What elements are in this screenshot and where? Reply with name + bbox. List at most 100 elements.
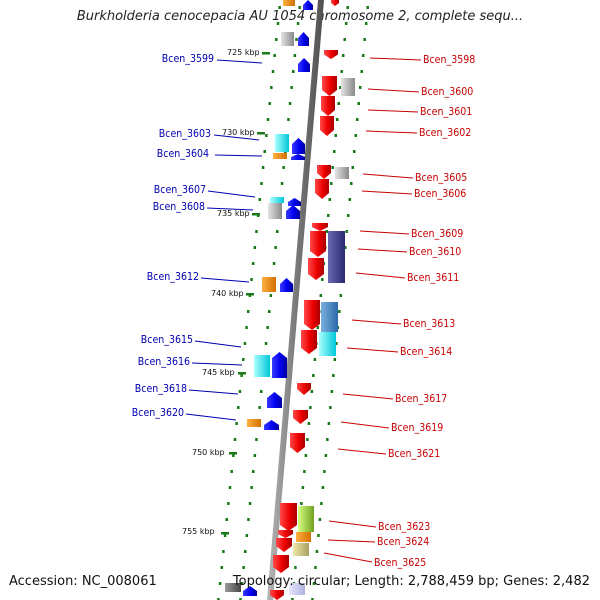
chromosome-backbone (267, 0, 324, 600)
gene-label-bcen-3612[interactable]: Bcen_3612 (146, 271, 199, 283)
tick-dot (228, 486, 232, 489)
gene-label-bcen-3613[interactable]: Bcen_3613 (403, 318, 456, 330)
gene-label-bcen-3610[interactable]: Bcen_3610 (409, 246, 462, 258)
tick-dot (330, 390, 334, 393)
gene-feature-reverse (320, 116, 334, 136)
tick-dot (288, 102, 292, 105)
gene-feature-forward (280, 278, 293, 292)
tick-dot (326, 438, 329, 441)
tick-dot (324, 454, 328, 457)
kbp-marker: 750 kbp (192, 448, 225, 457)
gene-feature-reverse (304, 300, 320, 330)
gene-label-bcen-3608[interactable]: Bcen_3608 (152, 201, 205, 213)
gene-label-bcen-3621[interactable]: Bcen_3621 (388, 448, 441, 460)
gene-label-bcen-3617[interactable]: Bcen_3617 (395, 393, 448, 405)
leader-line (351, 319, 402, 325)
tick-dot (335, 342, 338, 345)
gene-label-bcen-3598[interactable]: Bcen_3598 (423, 54, 476, 66)
tick-dot (344, 22, 348, 25)
gene-label-bcen-3623[interactable]: Bcen_3623 (378, 521, 431, 533)
leader-line (213, 134, 260, 141)
tick-dot (314, 566, 317, 569)
leader-line (207, 190, 256, 198)
topology-stats: Topology: circular; Length: 2,788,459 bp… (232, 574, 590, 589)
tick-dot (260, 390, 263, 393)
tick-dot (287, 118, 290, 121)
gene-label-bcen-3600[interactable]: Bcen_3600 (421, 86, 474, 98)
gene-label-bcen-3604[interactable]: Bcen_3604 (156, 148, 209, 160)
tick-dot (318, 518, 322, 521)
tick-dot (244, 550, 247, 553)
tick-dot (366, 6, 369, 9)
tick-dot (250, 486, 253, 489)
kbp-marker: 725 kbp (227, 48, 260, 57)
gene-label-bcen-3620[interactable]: Bcen_3620 (131, 407, 184, 419)
leader-line (365, 130, 418, 134)
tick-dot (340, 70, 343, 73)
gene-feature-block (270, 197, 284, 203)
tick-dot (311, 598, 314, 600)
gene-label-bcen-3624[interactable]: Bcen_3624 (377, 536, 430, 548)
tick-dot (222, 550, 225, 553)
tick-dot (345, 230, 349, 233)
kbp-tick (246, 293, 254, 296)
tick-dot (237, 406, 240, 409)
tick-dot (360, 70, 363, 73)
tick-dot (246, 310, 250, 313)
gene-label-bcen-3609[interactable]: Bcen_3609 (411, 228, 464, 240)
tick-dot (363, 38, 366, 41)
tick-dot (323, 470, 326, 473)
gene-label-bcen-3618[interactable]: Bcen_3618 (134, 383, 187, 395)
kbp-tick (257, 132, 265, 135)
tick-dot (269, 294, 273, 297)
leader-line (216, 59, 263, 64)
leader-line (367, 109, 419, 113)
tick-dot (330, 182, 333, 185)
tick-dot (258, 198, 262, 201)
leader-line (340, 421, 390, 429)
tick-dot (260, 182, 263, 185)
gene-feature-block (319, 332, 336, 356)
gene-label-bcen-3607[interactable]: Bcen_3607 (153, 184, 206, 196)
tick-dot (292, 70, 295, 73)
tick-dot (325, 230, 329, 233)
leader-line (362, 173, 414, 179)
tick-dot (312, 582, 316, 585)
gene-feature-forward (292, 138, 305, 154)
gene-label-bcen-3614[interactable]: Bcen_3614 (400, 346, 453, 358)
gene-label-bcen-3601[interactable]: Bcen_3601 (420, 106, 473, 118)
gene-label-bcen-3625[interactable]: Bcen_3625 (374, 557, 427, 569)
gene-label-bcen-3615[interactable]: Bcen_3615 (140, 334, 193, 346)
gene-feature-reverse (280, 503, 297, 531)
gene-label-bcen-3619[interactable]: Bcen_3619 (391, 422, 444, 434)
gene-label-bcen-3602[interactable]: Bcen_3602 (419, 127, 472, 139)
tick-dot (338, 86, 342, 89)
gene-label-bcen-3599[interactable]: Bcen_3599 (161, 53, 214, 65)
tick-dot (268, 102, 271, 105)
gene-feature-reverse (324, 50, 338, 59)
tick-dot (240, 374, 243, 377)
tick-dot (266, 118, 270, 121)
tick-dot (255, 438, 258, 441)
gene-feature-reverse (290, 433, 305, 453)
tick-dot (298, 6, 301, 9)
gene-label-bcen-3606[interactable]: Bcen_3606 (414, 188, 467, 200)
tick-dot (313, 358, 317, 361)
tick-dot (251, 262, 255, 265)
gene-feature-block (341, 78, 355, 96)
tick-dot (304, 454, 308, 457)
gene-label-bcen-3611[interactable]: Bcen_3611 (407, 272, 460, 284)
gene-label-bcen-3616[interactable]: Bcen_3616 (137, 356, 190, 368)
gene-label-bcen-3603[interactable]: Bcen_3603 (158, 128, 211, 140)
tick-dot (263, 150, 266, 153)
gene-feature-reverse (301, 330, 317, 354)
gene-feature-block (289, 583, 305, 595)
tick-dot (227, 502, 230, 505)
kbp-marker: 740 kbp (211, 289, 244, 298)
leader-line (323, 552, 373, 563)
tick-dot (233, 438, 237, 441)
tick-dot (333, 358, 337, 361)
gene-label-bcen-3605[interactable]: Bcen_3605 (415, 172, 468, 184)
gene-feature-block (298, 506, 314, 532)
